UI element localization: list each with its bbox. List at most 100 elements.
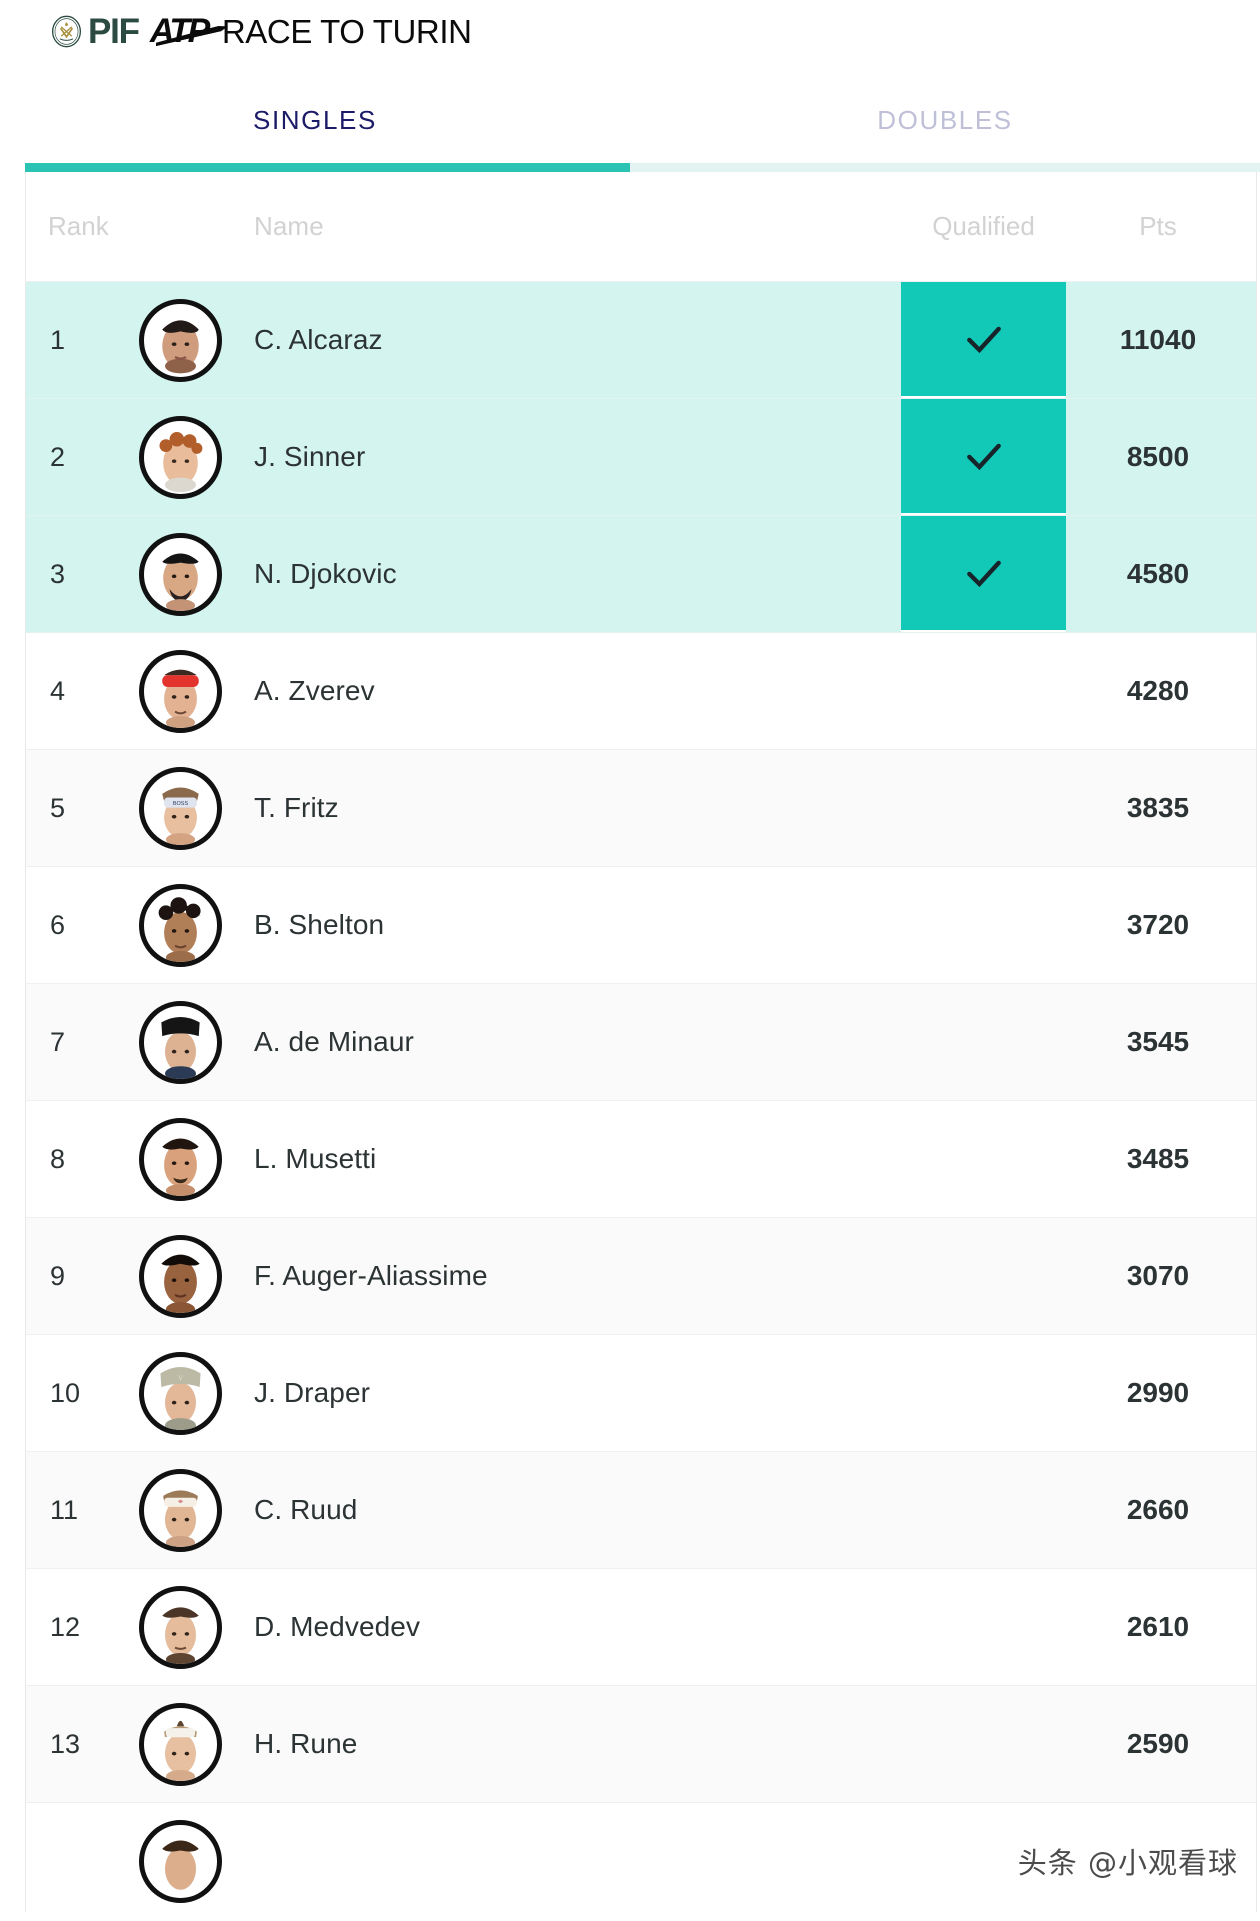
player-name: F. Auger-Aliassime: [254, 1260, 488, 1291]
player-name: L. Musetti: [254, 1143, 377, 1174]
table-row[interactable]: 10 V J. Draper 2990: [26, 1335, 1256, 1452]
avatar-cell: [126, 1468, 235, 1552]
watermark: 头条 @小观看球: [1017, 1846, 1238, 1880]
avatar: [139, 1117, 222, 1201]
points-value: 11040: [1119, 324, 1197, 355]
avatar-cell: [126, 1117, 235, 1201]
table-row[interactable]: 6 B. Shelton 3720: [26, 867, 1256, 984]
avatar: [139, 532, 222, 616]
points-value: 2660: [1126, 1494, 1190, 1525]
avatar: [139, 1819, 222, 1903]
qualified-cell: [901, 750, 1066, 866]
rank-value: 2: [50, 441, 66, 472]
rank-value: 9: [50, 1260, 66, 1291]
avatar: [139, 1234, 222, 1318]
points-value: 2590: [1126, 1728, 1190, 1759]
points-value: 8500: [1126, 441, 1190, 472]
table-row[interactable]: 11 C. Ruud 2660: [26, 1452, 1256, 1569]
rank-value: 11: [50, 1494, 79, 1525]
check-icon: [966, 326, 1001, 354]
qualified-cell: [901, 399, 1066, 515]
rank-value: 8: [50, 1143, 66, 1174]
tab-underline-track: [25, 163, 1260, 172]
column-header-rank: Rank: [48, 211, 109, 241]
table-row[interactable]: 7 A. de Minaur 3545: [26, 984, 1256, 1101]
points-value: 3070: [1126, 1260, 1190, 1291]
table-row[interactable]: 4 A. Zverev 4280: [26, 633, 1256, 750]
avatar: [139, 1000, 222, 1084]
column-header-qualified: Qualified: [932, 211, 1035, 241]
qualified-cell: [901, 1452, 1066, 1568]
svg-text:BOSS: BOSS: [173, 800, 189, 806]
qualified-cell: [901, 984, 1066, 1100]
avatar-cell: V: [126, 1351, 235, 1435]
points-value: 3545: [1126, 1026, 1190, 1057]
avatar: [139, 883, 222, 967]
player-name: D. Medvedev: [254, 1611, 421, 1642]
avatar-cell: [126, 1585, 235, 1669]
table-row[interactable]: 9 F. Auger-Aliassime 3070: [26, 1218, 1256, 1335]
rankings-table: Rank Name Qualified Pts 1 C. Alcaraz 110…: [25, 172, 1257, 1912]
points-value: 3720: [1126, 909, 1190, 940]
rank-value: 1: [50, 324, 66, 355]
page-header: PIF ATP RACE TO TURIN: [0, 0, 1260, 62]
player-name: T. Fritz: [254, 792, 339, 823]
player-name: J. Sinner: [254, 441, 366, 472]
avatar-cell: [126, 1234, 235, 1318]
player-name: H. Rune: [254, 1728, 358, 1759]
avatar: BOSS: [139, 766, 222, 850]
rank-value: 6: [50, 909, 66, 940]
table-row[interactable]: 1 C. Alcaraz 11040: [26, 282, 1256, 399]
atp-wordmark: ATP: [149, 12, 210, 50]
avatar: [139, 649, 222, 733]
table-row[interactable]: 2 J. Sinner 8500: [26, 399, 1256, 516]
column-header-pts: Pts: [1139, 211, 1177, 241]
qualified-cell: [901, 1335, 1066, 1451]
points-value: 4280: [1126, 675, 1190, 706]
table-row[interactable]: 3 N. Djokovic 4580: [26, 516, 1256, 633]
player-name: J. Draper: [254, 1377, 371, 1408]
tab-active-indicator: [25, 163, 630, 172]
table-row[interactable]: 13 H. Rune 2590: [26, 1686, 1256, 1803]
rank-value: 10: [50, 1377, 81, 1408]
svg-text:V: V: [178, 1373, 184, 1382]
rank-value: 3: [50, 558, 66, 589]
qualified-cell: [901, 867, 1066, 983]
tab-doubles[interactable]: DOUBLES: [877, 104, 1013, 135]
player-name: B. Shelton: [254, 909, 385, 940]
rank-value: 7: [50, 1026, 66, 1057]
avatar: [139, 298, 222, 382]
avatar: [139, 415, 222, 499]
qualified-cell: [901, 1569, 1066, 1685]
qualified-cell: [901, 633, 1066, 749]
avatar-cell: [126, 415, 235, 499]
avatar-cell: [126, 1702, 235, 1786]
avatar-cell: [126, 532, 235, 616]
player-name: A. de Minaur: [254, 1026, 414, 1057]
table-row[interactable]: 5 BOSS T. Fritz 3835: [26, 750, 1256, 867]
points-value: 3835: [1126, 792, 1190, 823]
qualified-cell: [901, 1218, 1066, 1334]
page-title: RACE TO TURIN: [221, 12, 472, 50]
avatar-cell: [126, 649, 235, 733]
tab-singles[interactable]: SINGLES: [253, 104, 377, 135]
check-icon: [966, 443, 1001, 471]
points-value: 2990: [1126, 1377, 1190, 1408]
rank-value: 4: [50, 675, 66, 706]
qualified-cell: [901, 1686, 1066, 1802]
qualified-cell: [901, 516, 1066, 632]
table-row[interactable]: 8 L. Musetti 3485: [26, 1101, 1256, 1218]
avatar-cell: [126, 1000, 235, 1084]
qualified-cell: [901, 282, 1066, 398]
rank-value: 12: [50, 1611, 81, 1642]
avatar-cell: [126, 1819, 235, 1903]
player-name: C. Alcaraz: [254, 324, 383, 355]
pif-crest-icon: [51, 15, 82, 47]
table-row-partial[interactable]: [26, 1803, 1256, 1912]
player-name: C. Ruud: [254, 1494, 358, 1525]
avatar: [139, 1585, 222, 1669]
rank-value: 13: [50, 1728, 81, 1759]
qualified-cell: [901, 1101, 1066, 1217]
player-name: N. Djokovic: [254, 558, 397, 589]
table-row[interactable]: 12 D. Medvedev 2610: [26, 1569, 1256, 1686]
